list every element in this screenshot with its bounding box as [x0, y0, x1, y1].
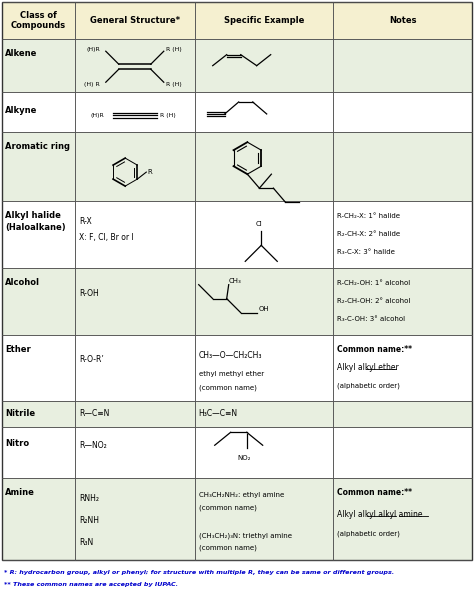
- Text: Nitrile: Nitrile: [5, 410, 35, 418]
- Text: CH₃CH₂NH₂: ethyl amine: CH₃CH₂NH₂: ethyl amine: [199, 492, 284, 498]
- Bar: [195, 334, 333, 401]
- Bar: [2, 478, 75, 560]
- Text: Aromatic ring: Aromatic ring: [5, 141, 70, 151]
- Text: General Structure*: General Structure*: [90, 16, 180, 25]
- Text: Notes: Notes: [389, 16, 417, 25]
- Bar: [333, 39, 472, 92]
- Bar: [195, 401, 333, 427]
- Text: Amine: Amine: [5, 488, 35, 497]
- Bar: [195, 132, 333, 202]
- Bar: [195, 478, 333, 560]
- Text: (Haloalkane): (Haloalkane): [5, 223, 65, 232]
- Text: Specific Example: Specific Example: [224, 16, 304, 25]
- Text: Alkyl alkyl alkyl amine: Alkyl alkyl alkyl amine: [337, 510, 423, 519]
- Text: R-OH: R-OH: [79, 289, 99, 298]
- Bar: [195, 2, 333, 39]
- Text: R₃N: R₃N: [79, 538, 93, 548]
- Text: CH₃—O—CH₂CH₃: CH₃—O—CH₂CH₃: [199, 351, 262, 359]
- Text: (H)R: (H)R: [87, 47, 100, 52]
- Text: R₂-CH-OH: 2° alcohol: R₂-CH-OH: 2° alcohol: [337, 298, 411, 304]
- Text: (alphabetic order): (alphabetic order): [337, 531, 400, 537]
- Bar: [2, 401, 75, 427]
- Text: Alkyl halide: Alkyl halide: [5, 211, 61, 220]
- Bar: [2, 334, 75, 401]
- Bar: [75, 478, 195, 560]
- Bar: [333, 478, 472, 560]
- Bar: [195, 268, 333, 334]
- Text: NO₂: NO₂: [237, 455, 250, 461]
- Text: (common name): (common name): [199, 544, 256, 551]
- Bar: [333, 427, 472, 478]
- Text: R₂-CH-X: 2° halide: R₂-CH-X: 2° halide: [337, 231, 401, 237]
- Text: Alkyne: Alkyne: [5, 106, 37, 115]
- Text: CH₃: CH₃: [228, 277, 241, 283]
- Text: Ether: Ether: [5, 345, 31, 354]
- Text: * R: hydrocarbon group, alkyl or phenyl; for structure with multiple R, they can: * R: hydrocarbon group, alkyl or phenyl;…: [4, 570, 394, 575]
- Bar: [2, 202, 75, 268]
- Text: Common name:**: Common name:**: [337, 488, 412, 497]
- Text: (common name): (common name): [199, 385, 256, 391]
- Text: R (H): R (H): [166, 82, 182, 87]
- Bar: [333, 132, 472, 202]
- Bar: [195, 202, 333, 268]
- Text: Cl: Cl: [256, 222, 263, 228]
- Text: R (H): R (H): [166, 47, 182, 52]
- Bar: [333, 334, 472, 401]
- Text: R₃-C-X: 3° halide: R₃-C-X: 3° halide: [337, 249, 395, 256]
- Text: R₂NH: R₂NH: [79, 516, 99, 525]
- Text: R (H): R (H): [160, 113, 175, 118]
- Bar: [333, 2, 472, 39]
- Text: Alcohol: Alcohol: [5, 278, 40, 287]
- Text: R: R: [147, 169, 152, 175]
- Text: (CH₃CH₂)₃N: triethyl amine: (CH₃CH₂)₃N: triethyl amine: [199, 532, 292, 539]
- Bar: [333, 92, 472, 132]
- Text: (alphabetic order): (alphabetic order): [337, 382, 400, 389]
- Bar: [75, 268, 195, 334]
- Text: Alkene: Alkene: [5, 49, 37, 58]
- Text: Nitro: Nitro: [5, 439, 29, 448]
- Text: R-X: R-X: [79, 217, 91, 226]
- Text: ethyl methyl ether: ethyl methyl ether: [199, 371, 264, 376]
- Bar: [75, 334, 195, 401]
- Bar: [2, 132, 75, 202]
- Bar: [2, 92, 75, 132]
- Text: R-O-R’: R-O-R’: [79, 356, 104, 364]
- Bar: [333, 268, 472, 334]
- Bar: [2, 2, 75, 39]
- Text: (common name): (common name): [199, 504, 256, 510]
- Bar: [2, 427, 75, 478]
- Text: H₃C—C≡N: H₃C—C≡N: [199, 410, 238, 418]
- Text: Alkyl alkyl ether: Alkyl alkyl ether: [337, 362, 399, 371]
- Text: R-CH₂-X: 1° halide: R-CH₂-X: 1° halide: [337, 213, 401, 219]
- Text: RNH₂: RNH₂: [79, 494, 99, 503]
- Text: R-CH₂-OH: 1° alcohol: R-CH₂-OH: 1° alcohol: [337, 280, 410, 286]
- Text: R₃-C-OH: 3° alcohol: R₃-C-OH: 3° alcohol: [337, 316, 405, 322]
- Bar: [195, 427, 333, 478]
- Bar: [195, 39, 333, 92]
- Bar: [75, 427, 195, 478]
- Bar: [333, 401, 472, 427]
- Text: Class of
Compounds: Class of Compounds: [11, 11, 66, 30]
- Bar: [75, 202, 195, 268]
- Bar: [195, 92, 333, 132]
- Text: (H)R: (H)R: [91, 113, 105, 118]
- Bar: [75, 2, 195, 39]
- Bar: [75, 92, 195, 132]
- Text: ** These common names are accepted by IUPAC.: ** These common names are accepted by IU…: [4, 582, 178, 587]
- Text: OH: OH: [259, 306, 269, 311]
- Bar: [75, 132, 195, 202]
- Bar: [75, 39, 195, 92]
- Text: (H) R: (H) R: [84, 82, 100, 87]
- Text: Common name:**: Common name:**: [337, 345, 412, 354]
- Text: X: F, Cl, Br or I: X: F, Cl, Br or I: [79, 233, 134, 242]
- Bar: [2, 39, 75, 92]
- Bar: [2, 268, 75, 334]
- Bar: [75, 401, 195, 427]
- Text: R—NO₂: R—NO₂: [79, 441, 107, 450]
- Text: R—C≡N: R—C≡N: [79, 410, 109, 418]
- Bar: [333, 202, 472, 268]
